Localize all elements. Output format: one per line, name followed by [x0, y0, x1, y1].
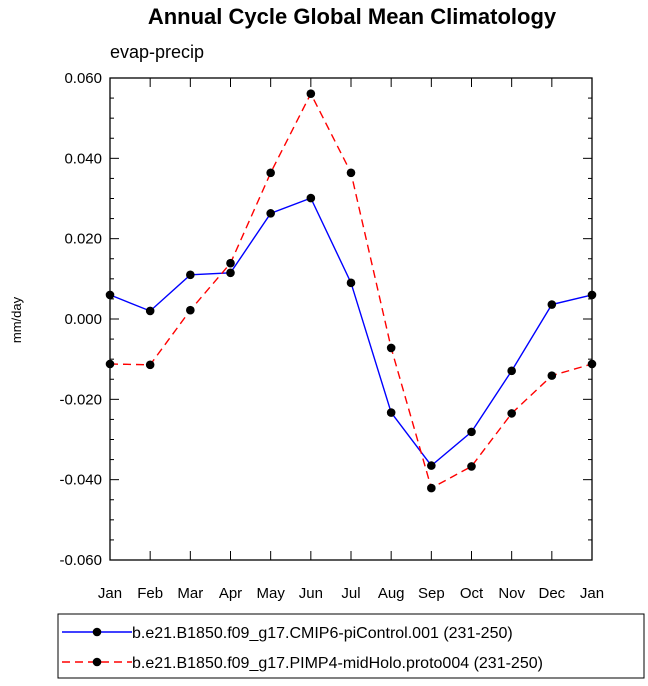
series-2-point [266, 168, 275, 178]
series-1-point [145, 306, 155, 316]
series-2-point [186, 305, 195, 315]
series-2-point [226, 258, 235, 268]
chart-subtitle: evap-precip [110, 42, 204, 62]
x-tick-label: Nov [498, 585, 525, 602]
x-tick-label: Apr [219, 585, 242, 602]
legend-label-2: b.e21.B1850.f09_g17.PIMP4-midHolo.proto0… [132, 655, 543, 672]
x-tick-label: Jan [98, 585, 122, 602]
series-2-point [386, 343, 396, 353]
x-tick-label: May [256, 585, 285, 602]
y-tick-label: -0.020 [59, 391, 102, 408]
series-line-1 [109, 197, 593, 467]
legend: b.e21.B1850.f09_g17.CMIP6-piControl.001 … [57, 613, 645, 679]
series-2-point [306, 89, 316, 98]
series-2-point [427, 483, 436, 493]
y-tick-label: 0.000 [64, 311, 102, 328]
y-tick-label: 0.060 [64, 70, 102, 87]
series-layer [105, 89, 597, 493]
plot-frame [109, 77, 593, 561]
y-tick-label: -0.060 [59, 552, 102, 569]
x-tick-label: Jun [299, 585, 323, 602]
series-2-point [547, 371, 557, 380]
x-tick-label: Feb [137, 585, 163, 602]
series-1-point [226, 268, 235, 278]
chart-title: Annual Cycle Global Mean Climatology [148, 4, 557, 29]
x-tick-label: Dec [538, 585, 565, 602]
series-1-point [386, 408, 396, 417]
x-tick-label: Jan [580, 585, 604, 602]
x-tick-label: Oct [460, 585, 484, 602]
y-tick-label: 0.020 [64, 231, 102, 248]
series-2-point [587, 359, 597, 369]
x-tick-label: Mar [177, 585, 203, 602]
series-2-point [507, 409, 516, 418]
x-tick-label: Aug [378, 585, 405, 602]
series-1-point [507, 366, 516, 376]
series-1-point [266, 209, 275, 218]
series-1-point [427, 461, 436, 470]
series-1-point [186, 270, 195, 280]
ticks-layer: 0.060 0.040 0.020 0.000 -0.020 -0.040 -0.060 Ja… [59, 70, 604, 602]
legend-marker-1 [92, 627, 102, 637]
series-line-2 [109, 92, 593, 490]
x-tick-label: Sep [418, 585, 445, 602]
series-1-point [306, 193, 316, 203]
x-tick-label: Jul [341, 585, 360, 602]
series-1-point [467, 427, 476, 437]
series-1-point [346, 278, 356, 288]
series-2-point [346, 168, 356, 178]
y-tick-label: 0.040 [64, 150, 102, 167]
legend-label-1: b.e21.B1850.f09_g17.CMIP6-piControl.001 … [132, 625, 513, 642]
series-2-point [145, 360, 155, 370]
y-tick-label: -0.040 [59, 472, 102, 489]
series-2-point [467, 462, 476, 471]
y-axis-label: mm/day [9, 296, 24, 343]
series-1-point [105, 290, 115, 300]
legend-marker-2 [92, 657, 102, 667]
legend-box [57, 613, 645, 679]
series-2-point [105, 359, 115, 369]
series-1-point [547, 300, 557, 309]
series-1-point [587, 290, 597, 300]
